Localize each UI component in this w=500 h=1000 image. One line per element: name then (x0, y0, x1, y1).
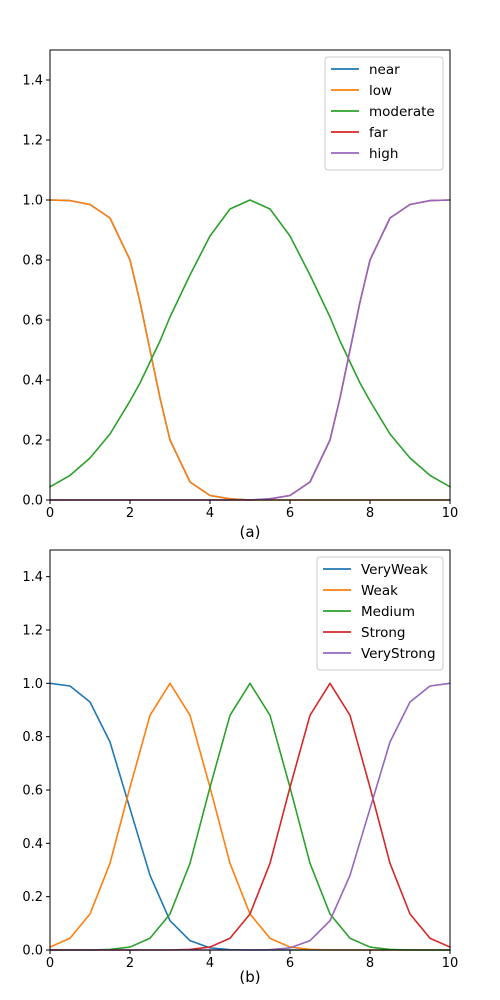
chart-b-y-tick-label: 0.4 (22, 837, 43, 852)
chart-b-legend-label-veryweak: VeryWeak (361, 562, 428, 578)
chart-a-caption: (a) (240, 523, 261, 541)
chart-a-legend: near low moderate far high (324, 56, 444, 171)
chart-a-legend-label-low: low (369, 83, 392, 99)
chart-a-x-axis: 0 2 4 6 8 10 (46, 500, 458, 521)
chart-a-legend-box (324, 56, 444, 171)
chart-b-x-tick-label: 0 (46, 956, 54, 971)
chart-a-x-tick-label: 6 (286, 506, 294, 521)
chart-a-y-tick-label: 1.4 (22, 74, 43, 89)
chart-a-y-axis: 0.0 0.2 0.4 0.6 0.8 1.0 1.2 1.4 (22, 74, 50, 509)
chart-b-x-tick-label: 6 (286, 956, 294, 971)
chart-b-series-medium-line (49, 682, 451, 951)
chart-b-x-tick-label: 8 (366, 956, 374, 971)
chart-b-y-tick-label: 1.4 (22, 570, 43, 585)
chart-a-legend-label-moderate: moderate (369, 104, 435, 120)
chart-a-x-tick-label: 0 (46, 506, 54, 521)
chart-a-y-tick-label: 1.0 (22, 194, 43, 209)
chart-b-y-tick-label: 0.2 (22, 890, 43, 905)
chart-b-legend: VeryWeak Weak Medium Strong VeryStrong (316, 556, 444, 671)
chart-b-y-tick-label: 0.6 (22, 784, 43, 799)
chart-b-y-tick-label: 1.0 (22, 677, 43, 692)
chart-b-y-tick-label: 1.2 (22, 624, 43, 639)
chart-a-x-tick-label: 8 (366, 506, 374, 521)
chart-a: 0 2 4 6 8 10 0.0 0.2 0.4 0.6 0.8 1.0 1.2 1.4 near low… (22, 49, 458, 541)
chart-a-y-tick-label: 1.2 (22, 134, 43, 149)
chart-b-y-tick-label: 0.8 (22, 730, 43, 745)
chart-b-y-tick-label: 0.0 (22, 944, 43, 959)
chart-a-legend-label-near: near (369, 62, 400, 78)
chart-a-x-tick-label: 4 (206, 506, 214, 521)
chart-b-x-tick-label: 10 (442, 956, 459, 971)
chart-a-x-tick-label: 10 (442, 506, 459, 521)
chart-b-legend-label-verystrong: VeryStrong (361, 646, 436, 662)
chart-a-series-moderate-line (49, 199, 451, 488)
chart-a-x-tick-label: 2 (126, 506, 134, 521)
chart-a-y-tick-label: 0.8 (22, 254, 43, 269)
chart-b-x-tick-label: 2 (126, 956, 134, 971)
chart-a-y-tick-label: 0.0 (22, 494, 43, 509)
chart-b-x-axis: 0 2 4 6 8 10 (46, 950, 458, 971)
chart-b-caption: (b) (239, 968, 260, 986)
chart-a-y-tick-label: 0.2 (22, 434, 43, 449)
chart-a-y-tick-label: 0.6 (22, 314, 43, 329)
chart-b-axes-frame (49, 549, 451, 951)
chart-b-y-axis: 0.0 0.2 0.4 0.6 0.8 1.0 1.2 1.4 (22, 570, 50, 959)
chart-b-legend-label-strong: Strong (361, 625, 406, 641)
chart-a-legend-label-high: high (369, 146, 398, 162)
chart-b-legend-label-weak: Weak (361, 583, 398, 599)
chart-b-legend-box (316, 556, 444, 671)
chart-a-legend-label-far: far (369, 125, 388, 141)
chart-b-legend-label-medium: Medium (361, 604, 415, 620)
chart-b: 0 2 4 6 8 10 0.0 0.2 0.4 0.6 0.8 1.0 1.2 1.4 VeryWea… (22, 549, 458, 986)
chart-b-x-tick-label: 4 (206, 956, 214, 971)
chart-a-y-tick-label: 0.4 (22, 374, 43, 389)
chart-a-axes-frame (49, 49, 451, 501)
